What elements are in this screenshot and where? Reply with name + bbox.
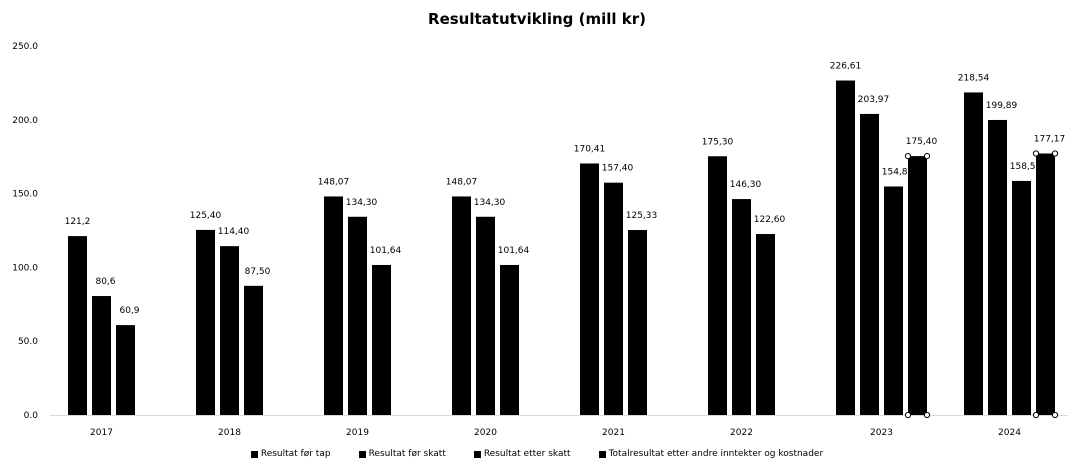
legend-item-resultat-for-tap: Resultat før tap: [250, 448, 331, 460]
y-axis: 0.0 50.0 100.0 150.0 200.0 250.0: [12, 42, 1068, 421]
x-tick-label: 2019: [346, 428, 369, 438]
bar-2019-series-2: [372, 264, 391, 415]
data-label: 158,58: [1010, 162, 1042, 172]
bar-2023-series-3: [908, 156, 927, 415]
data-label: 134,30: [346, 198, 378, 208]
bar-2019-series-0: [324, 196, 343, 415]
bar-2022-series-1: [732, 199, 751, 415]
data-label: 114,40: [218, 227, 250, 237]
data-label: 122,60: [754, 215, 786, 225]
data-label: 80,6: [95, 277, 115, 287]
data-label: 101,64: [370, 246, 402, 256]
data-label: 134,30: [474, 198, 506, 208]
data-label: 148,07: [318, 177, 350, 187]
bar-handle-marker: [1051, 411, 1059, 419]
data-label: 226,61: [830, 62, 862, 72]
x-tick-label: 2018: [218, 428, 241, 438]
bar-2023-series-0: [836, 80, 855, 415]
bar-2022-series-2: [756, 234, 775, 415]
y-tick-label: 150.0: [12, 190, 38, 200]
data-label: 175,40: [906, 137, 938, 147]
data-label: 175,30: [702, 137, 734, 147]
y-tick-label: 250.0: [12, 42, 38, 52]
legend-label: Resultat før tap: [260, 449, 331, 459]
data-label: 157,40: [602, 164, 634, 174]
bar-2024-series-3: [1036, 153, 1055, 416]
bar-2019-series-1: [348, 216, 367, 415]
x-tick-label: 2020: [474, 428, 497, 438]
data-label: 199,89: [986, 101, 1018, 111]
data-label: 87,50: [245, 267, 271, 277]
bar-2020-series-1: [476, 216, 495, 415]
data-label: 146,30: [730, 180, 762, 190]
data-label: 121,2: [65, 217, 91, 227]
legend-swatch: [598, 450, 606, 458]
x-tick-label: 2021: [602, 428, 625, 438]
bar-handle-marker: [1051, 150, 1059, 157]
legend-swatch: [473, 450, 481, 458]
data-label: 125,33: [626, 211, 658, 221]
bar-2021-series-1: [604, 182, 623, 415]
legend-label: Resultat etter skatt: [483, 449, 571, 459]
legend-label: Totalresultat etter andre inntekter og k…: [608, 449, 824, 459]
bar-2017-series-0: [68, 236, 87, 415]
legend-item-totalresultat: Totalresultat etter andre inntekter og k…: [598, 448, 824, 460]
x-tick-label: 2022: [730, 428, 753, 438]
bar-2020-series-0: [452, 196, 471, 415]
bar-2021-series-2: [628, 230, 647, 415]
y-tick-label: 50.0: [18, 337, 38, 347]
legend-item-resultat-for-skatt: Resultat før skatt: [358, 448, 446, 460]
bar-handle-marker: [904, 411, 912, 419]
bar-handle-marker: [1032, 411, 1040, 419]
data-label: 148,07: [446, 177, 478, 187]
x-axis: 2017 2018 2019 2020 2021 2022 2023 2024: [90, 428, 1021, 438]
bar-2018-series-0: [196, 229, 215, 415]
y-tick-label: 200.0: [12, 116, 38, 126]
bar-2024-series-0: [964, 92, 983, 415]
legend-swatch: [358, 450, 366, 458]
y-tick-label: 100.0: [12, 263, 38, 273]
data-label: 170,41: [574, 144, 606, 154]
data-label: 203,97: [858, 95, 890, 105]
x-tick-label: 2023: [870, 428, 893, 438]
x-tick-label: 2024: [998, 428, 1021, 438]
chart-title: Resultatutvikling (mill kr): [428, 10, 646, 28]
bar-2024-series-2: [1012, 180, 1031, 415]
bar-2018-series-2: [244, 285, 263, 415]
bar-handle-marker: [923, 153, 931, 160]
data-label: 60,9: [119, 306, 139, 316]
bar-2020-series-2: [500, 264, 519, 415]
bar-2021-series-0: [580, 163, 599, 415]
data-label: 154,82: [882, 167, 914, 177]
data-label: 125,40: [190, 211, 222, 221]
legend-item-resultat-etter-skatt: Resultat etter skatt: [473, 448, 571, 460]
bar-2023-series-2: [884, 186, 903, 415]
bar-2017-series-1: [92, 296, 111, 415]
data-label: 101,64: [498, 246, 530, 256]
x-tick-label: 2017: [90, 428, 113, 438]
bar-2018-series-1: [220, 246, 239, 415]
bar-2023-series-1: [860, 113, 879, 415]
legend-label: Resultat før skatt: [368, 449, 446, 459]
y-tick-label: 0.0: [24, 411, 39, 421]
legend: Resultat før tap Resultat før skatt Resu…: [0, 448, 1074, 460]
bar-2024-series-1: [988, 119, 1007, 416]
bars: [68, 80, 1055, 416]
bar-handle-marker: [904, 153, 912, 160]
data-labels: 121,2 80,6 60,9 125,40 114,40 87,50 148,07 134,…: [65, 62, 1066, 419]
bar-handle-marker: [1032, 150, 1040, 157]
legend-swatch: [250, 450, 258, 458]
bar-handle-marker: [923, 411, 931, 419]
bar-2017-series-2: [116, 325, 135, 415]
data-label: 218,54: [958, 73, 990, 83]
bar-2022-series-0: [708, 156, 727, 415]
data-label: 177,17: [1034, 134, 1066, 144]
